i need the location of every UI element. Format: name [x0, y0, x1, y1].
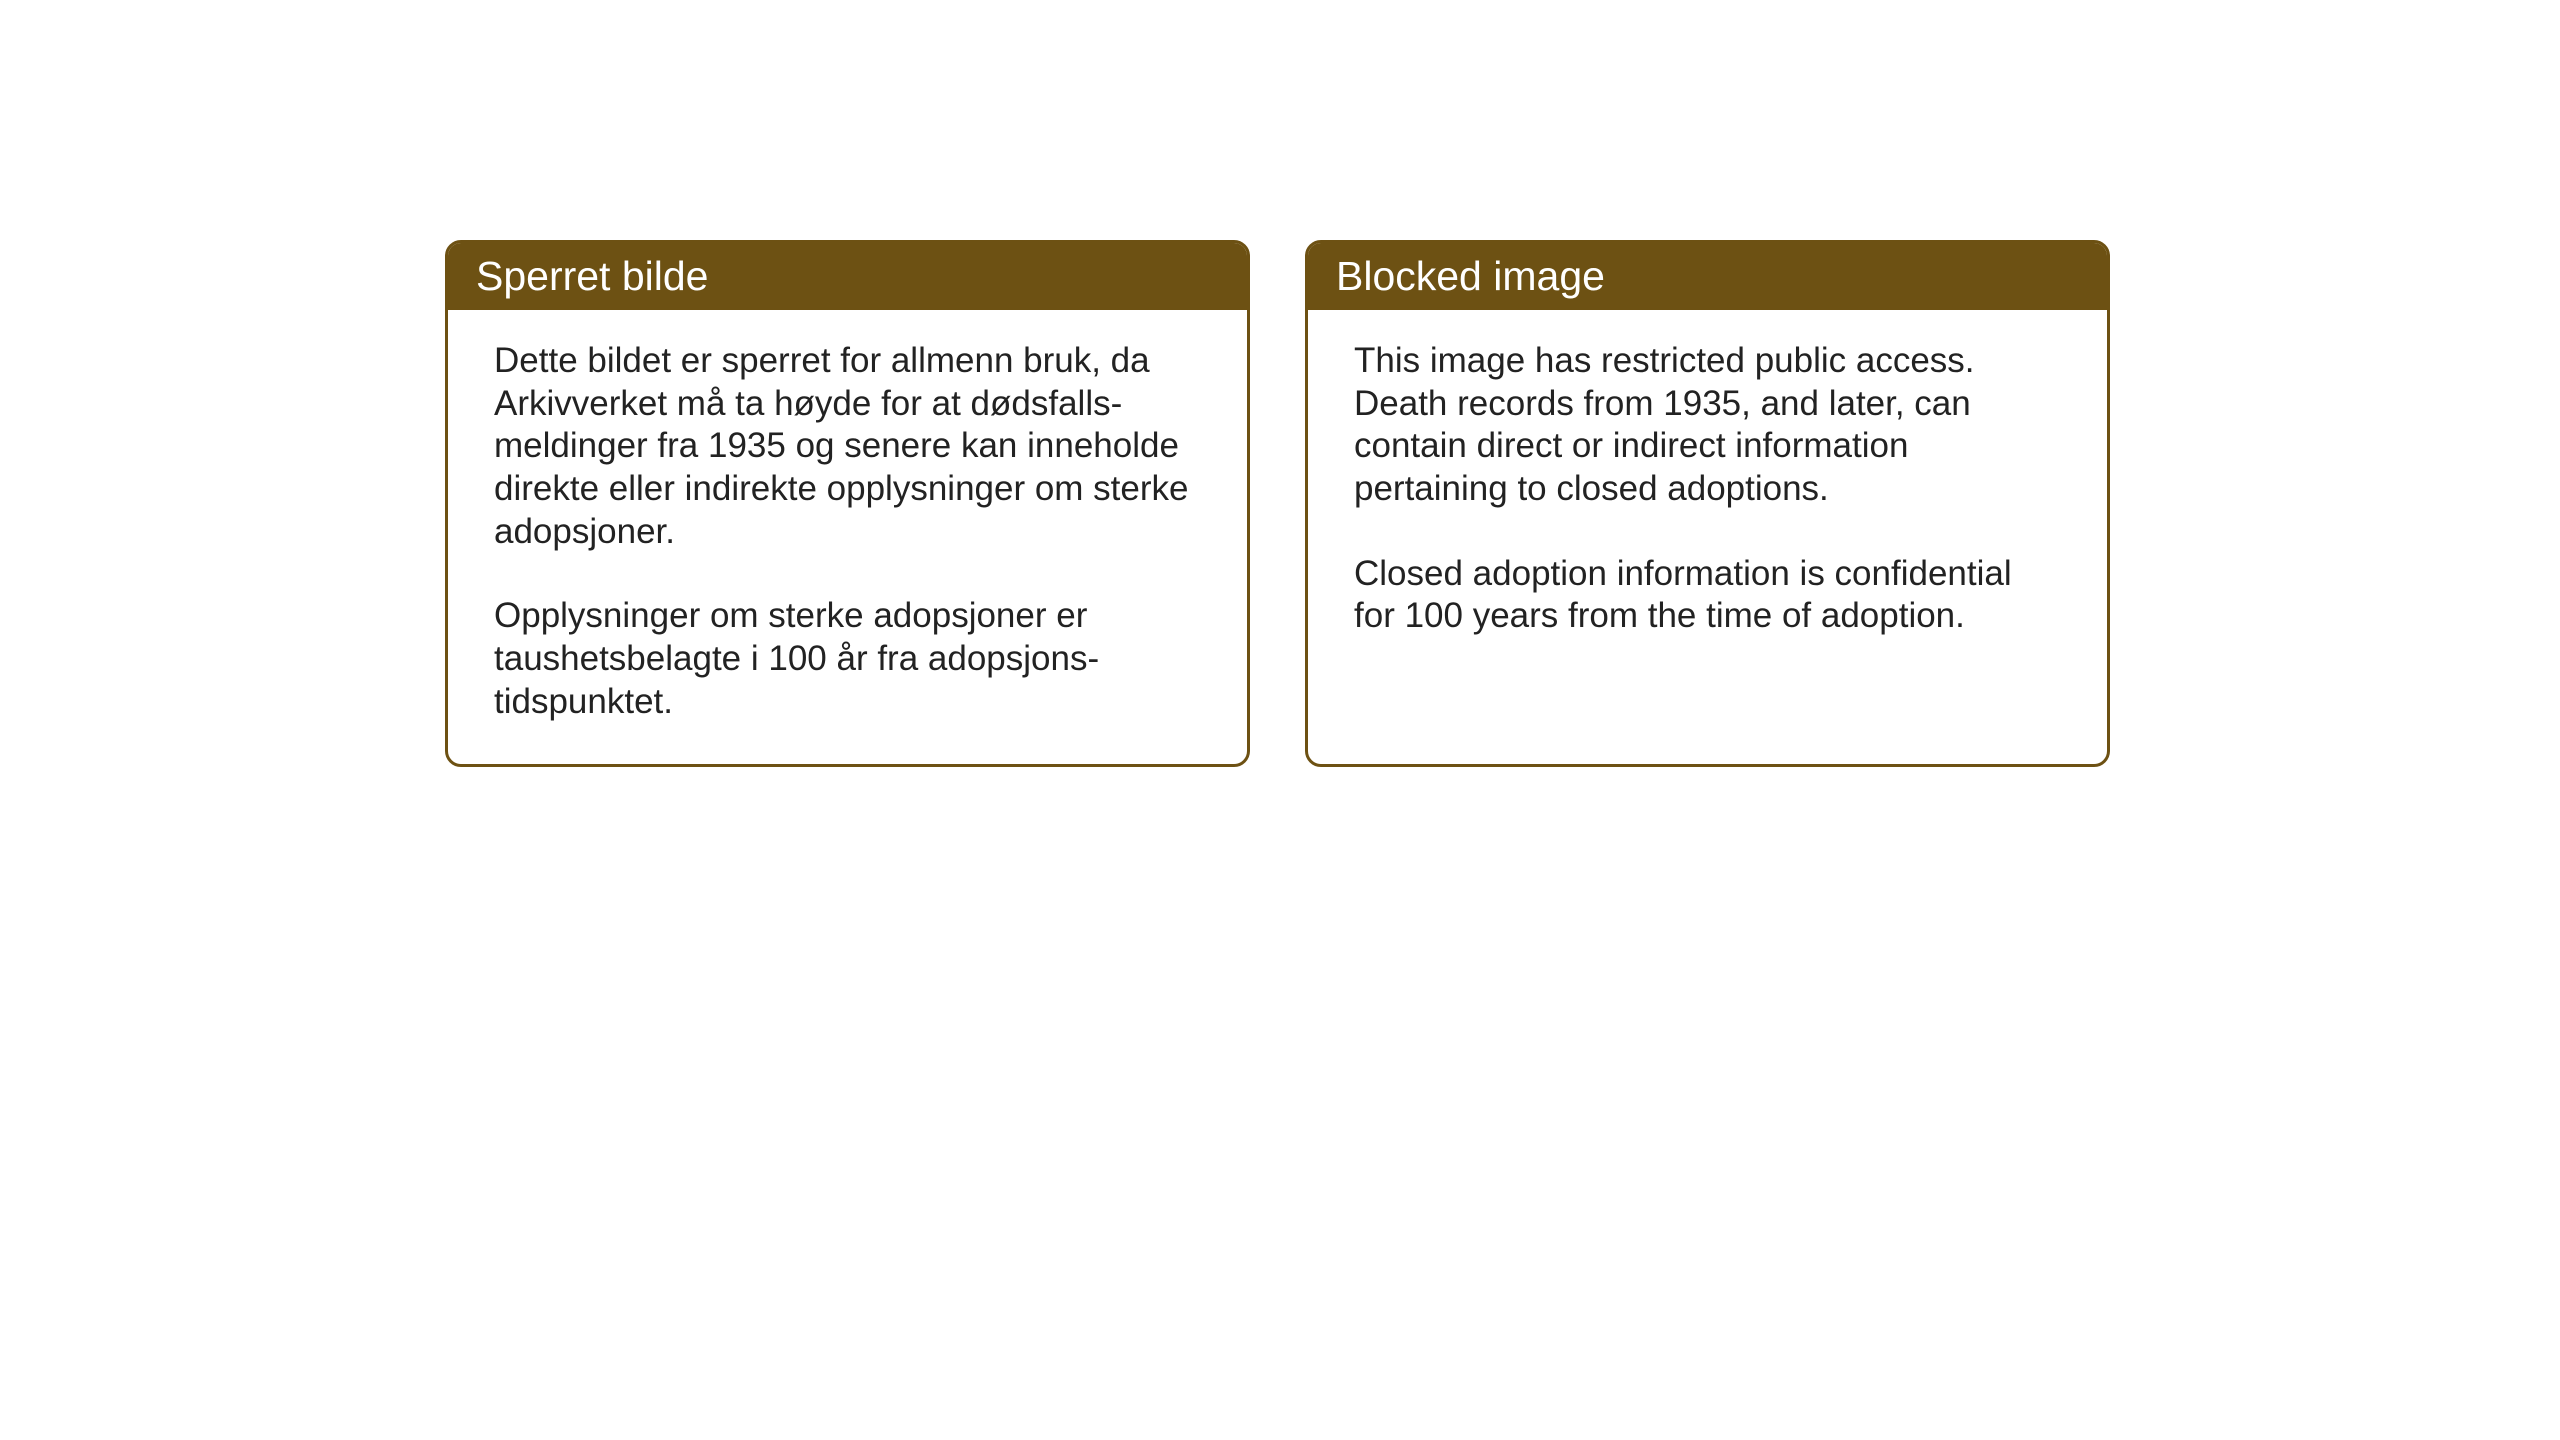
notice-title-english: Blocked image	[1336, 253, 1605, 299]
notice-header-english: Blocked image	[1308, 243, 2107, 310]
notice-body-english: This image has restricted public access.…	[1308, 310, 2107, 678]
notice-paragraph-2-english: Closed adoption information is confident…	[1354, 553, 2061, 638]
notice-paragraph-2-norwegian: Opplysninger om sterke adopsjoner er tau…	[494, 595, 1201, 723]
notice-card-english: Blocked image This image has restricted …	[1305, 240, 2110, 767]
notice-header-norwegian: Sperret bilde	[448, 243, 1247, 310]
notice-paragraph-1-english: This image has restricted public access.…	[1354, 340, 2061, 511]
notice-body-norwegian: Dette bildet er sperret for allmenn bruk…	[448, 310, 1247, 764]
notice-title-norwegian: Sperret bilde	[476, 253, 708, 299]
notice-paragraph-1-norwegian: Dette bildet er sperret for allmenn bruk…	[494, 340, 1201, 553]
notice-card-norwegian: Sperret bilde Dette bildet er sperret fo…	[445, 240, 1250, 767]
notice-container: Sperret bilde Dette bildet er sperret fo…	[445, 240, 2110, 767]
